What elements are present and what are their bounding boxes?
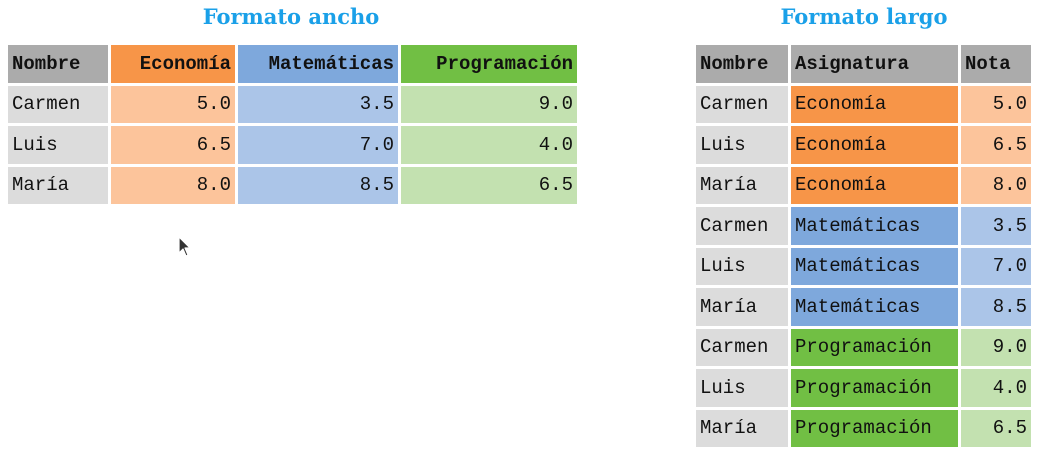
- long-cell-nombre: Luis: [696, 247, 788, 285]
- long-cell-nombre: María: [696, 288, 788, 326]
- long-cell-nota: 6.5: [961, 409, 1031, 447]
- long-cell-nota: 7.0: [961, 247, 1031, 285]
- wide-cell-nombre: Luis: [8, 126, 108, 164]
- long-table-row: María Matemáticas 8.5: [696, 288, 1031, 326]
- wide-cell-economia: 6.5: [111, 126, 235, 164]
- long-cell-nota: 5.0: [961, 85, 1031, 123]
- long-cell-nombre: María: [696, 166, 788, 204]
- mouse-pointer-icon: [178, 236, 191, 257]
- long-format-table: Nombre Asignatura Nota Carmen Economía 5…: [693, 42, 1034, 450]
- long-cell-asignatura: Economía: [791, 166, 958, 204]
- wide-header-programacion: Programación: [401, 45, 577, 83]
- long-header-nota: Nota: [961, 45, 1031, 83]
- wide-cell-economia: 8.0: [111, 166, 235, 204]
- long-cell-asignatura: Matemáticas: [791, 247, 958, 285]
- long-table-row: Luis Programación 4.0: [696, 369, 1031, 407]
- wide-cell-economia: 5.0: [111, 85, 235, 123]
- long-cell-asignatura: Programación: [791, 409, 958, 447]
- wide-cell-matematicas: 7.0: [238, 126, 398, 164]
- wide-header-matematicas: Matemáticas: [238, 45, 398, 83]
- long-cell-nota: 9.0: [961, 328, 1031, 366]
- wide-cell-nombre: María: [8, 166, 108, 204]
- wide-format-title: Formato ancho: [202, 4, 380, 29]
- long-cell-asignatura: Economía: [791, 85, 958, 123]
- long-table-row: Luis Economía 6.5: [696, 126, 1031, 164]
- wide-format-table: Nombre Economía Matemáticas Programación…: [5, 42, 580, 207]
- wide-header-row: Nombre Economía Matemáticas Programación: [8, 45, 577, 83]
- wide-cell-programacion: 9.0: [401, 85, 577, 123]
- wide-table-row: Luis 6.5 7.0 4.0: [8, 126, 577, 164]
- long-table-row: María Programación 6.5: [696, 409, 1031, 447]
- long-cell-asignatura: Programación: [791, 328, 958, 366]
- wide-table-row: María 8.0 8.5 6.5: [8, 166, 577, 204]
- long-cell-nombre: Carmen: [696, 85, 788, 123]
- long-cell-nota: 6.5: [961, 126, 1031, 164]
- wide-cell-matematicas: 8.5: [238, 166, 398, 204]
- long-table-row: María Economía 8.0: [696, 166, 1031, 204]
- long-cell-nombre: Carmen: [696, 207, 788, 245]
- long-cell-asignatura: Matemáticas: [791, 207, 958, 245]
- long-cell-nombre: Carmen: [696, 328, 788, 366]
- long-header-row: Nombre Asignatura Nota: [696, 45, 1031, 83]
- long-table-row: Carmen Matemáticas 3.5: [696, 207, 1031, 245]
- long-table-row: Carmen Economía 5.0: [696, 85, 1031, 123]
- long-cell-asignatura: Programación: [791, 369, 958, 407]
- long-table-row: Carmen Programación 9.0: [696, 328, 1031, 366]
- long-table-row: Luis Matemáticas 7.0: [696, 247, 1031, 285]
- long-format-title: Formato largo: [780, 4, 948, 29]
- long-header-asignatura: Asignatura: [791, 45, 958, 83]
- wide-header-nombre: Nombre: [8, 45, 108, 83]
- long-cell-nombre: Luis: [696, 126, 788, 164]
- wide-header-economia: Economía: [111, 45, 235, 83]
- long-cell-nota: 8.5: [961, 288, 1031, 326]
- wide-cell-programacion: 6.5: [401, 166, 577, 204]
- long-cell-nota: 4.0: [961, 369, 1031, 407]
- long-cell-asignatura: Economía: [791, 126, 958, 164]
- wide-table-row: Carmen 5.0 3.5 9.0: [8, 85, 577, 123]
- long-cell-nota: 3.5: [961, 207, 1031, 245]
- wide-cell-matematicas: 3.5: [238, 85, 398, 123]
- long-cell-nombre: Luis: [696, 369, 788, 407]
- wide-cell-programacion: 4.0: [401, 126, 577, 164]
- long-cell-nota: 8.0: [961, 166, 1031, 204]
- wide-cell-nombre: Carmen: [8, 85, 108, 123]
- long-header-nombre: Nombre: [696, 45, 788, 83]
- long-cell-nombre: María: [696, 409, 788, 447]
- long-cell-asignatura: Matemáticas: [791, 288, 958, 326]
